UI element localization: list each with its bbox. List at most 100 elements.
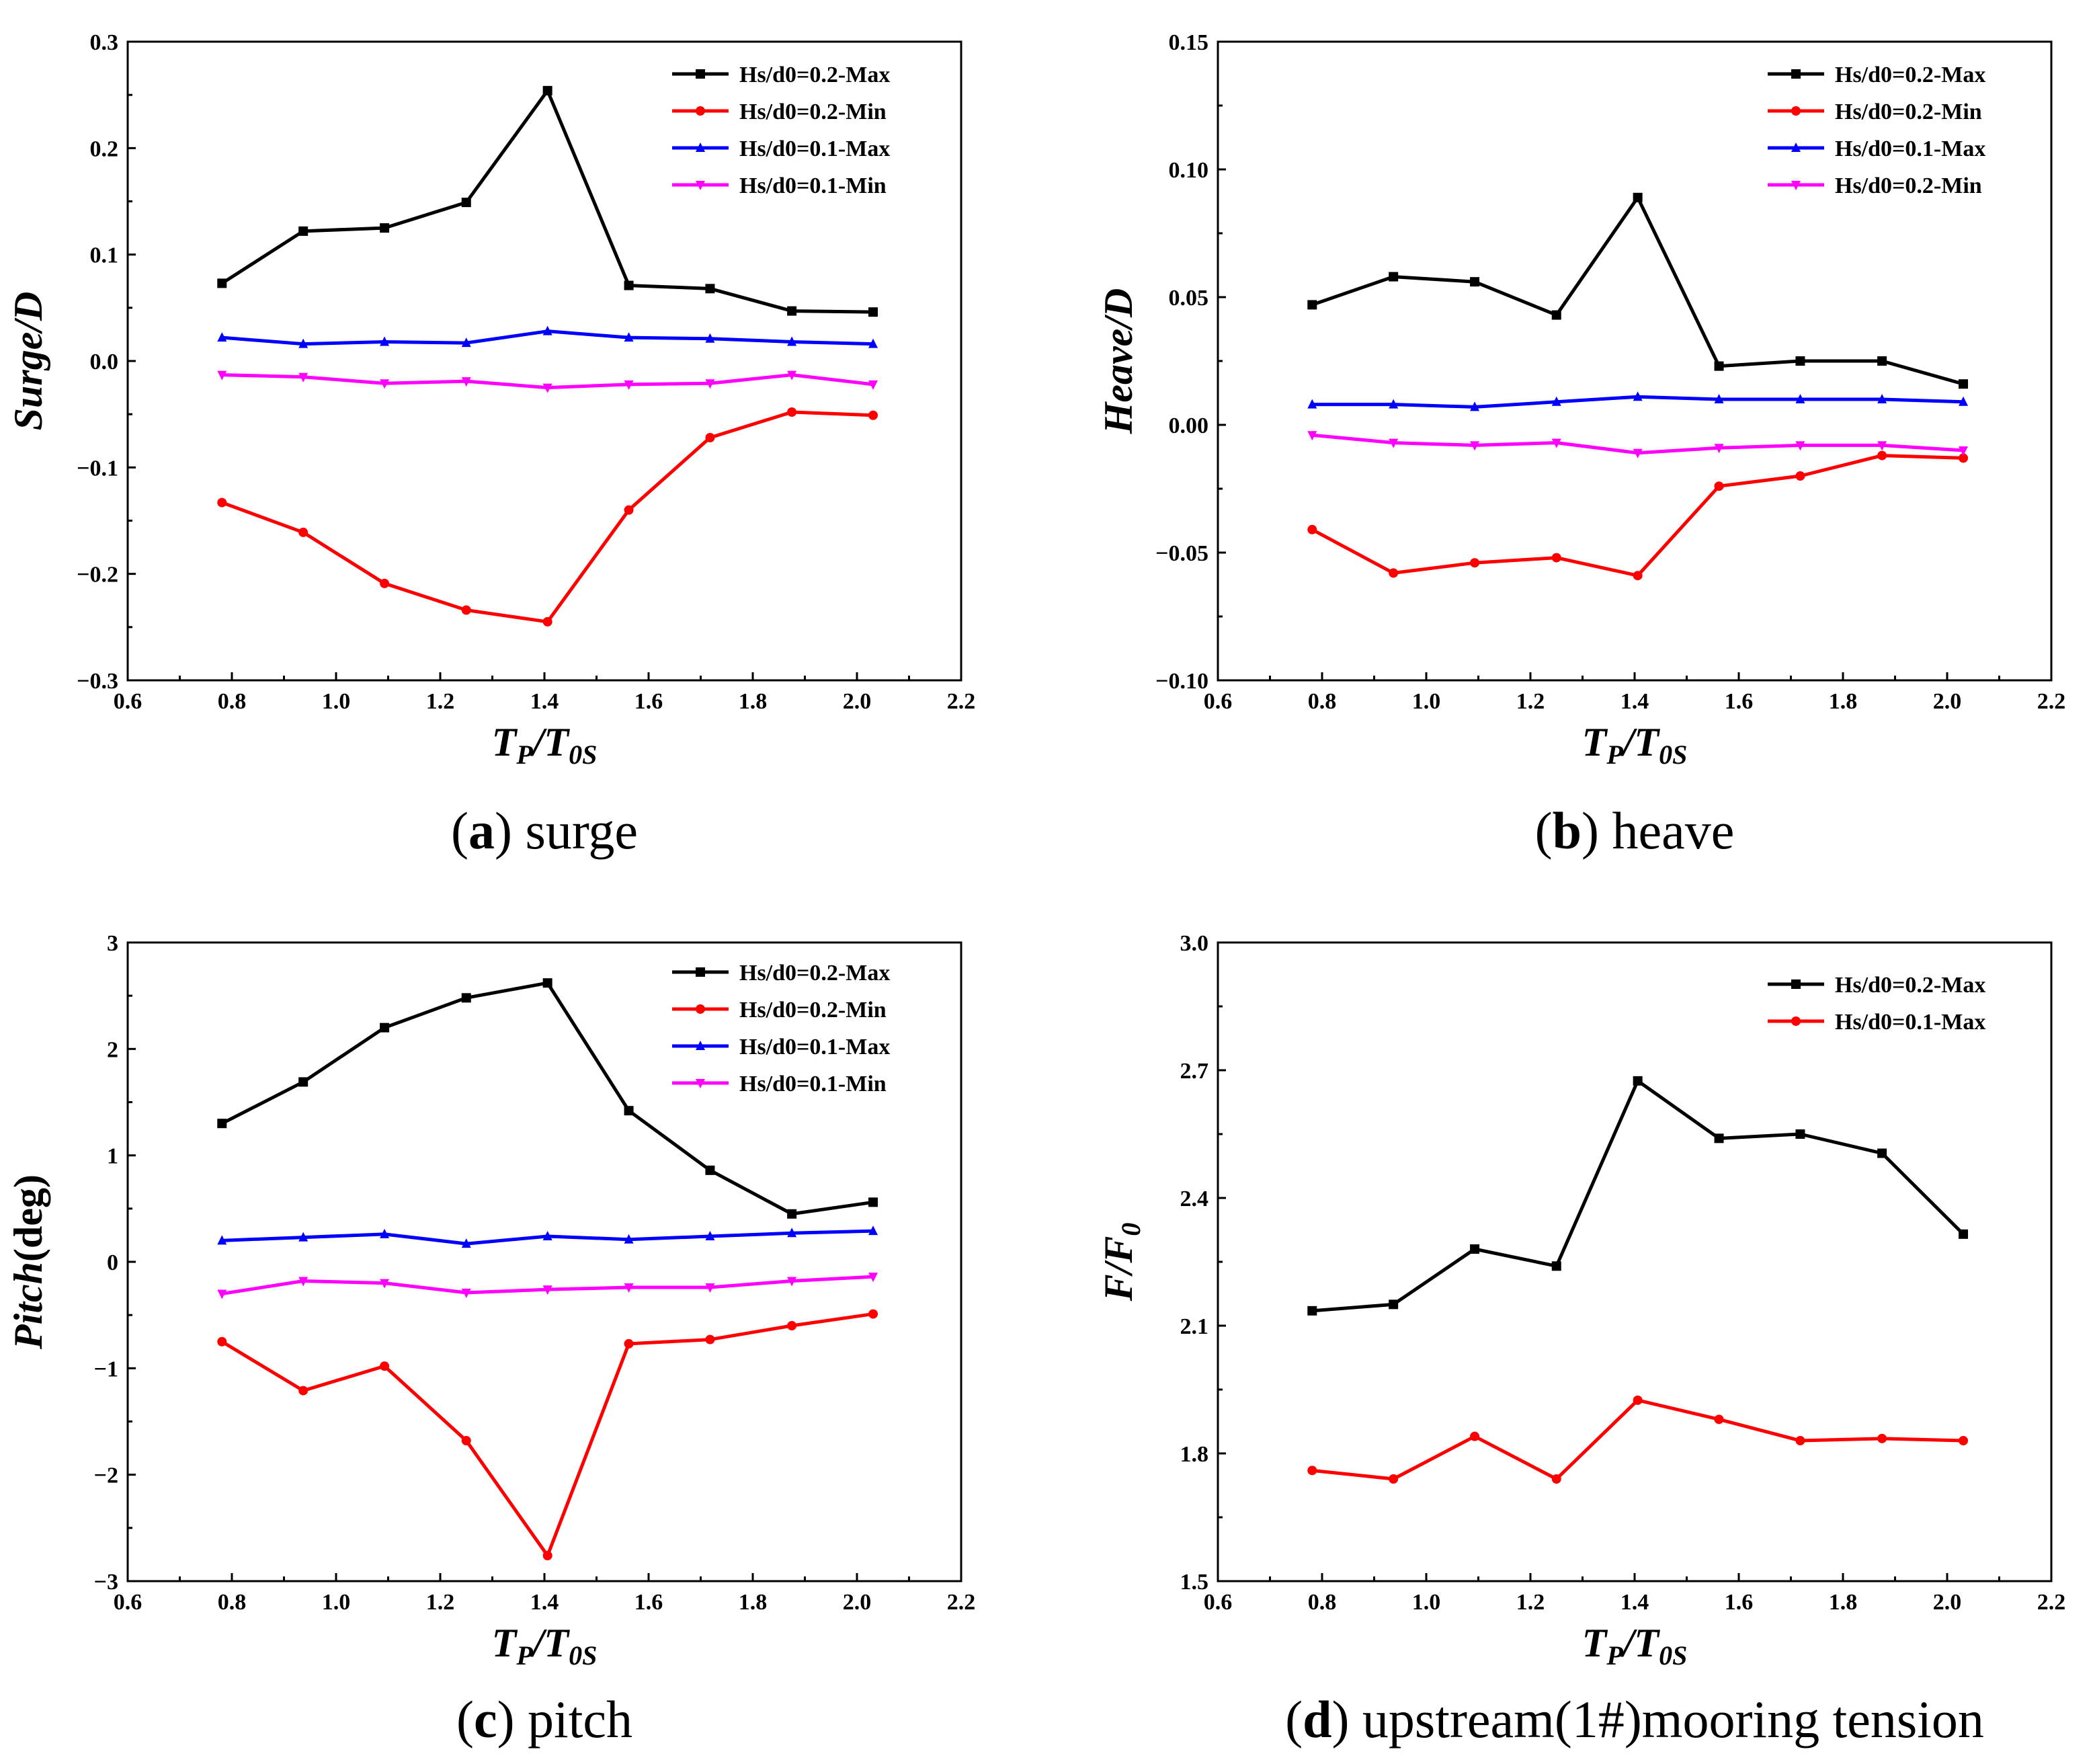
x-tick-label: 0.8	[218, 1590, 247, 1615]
y-tick-label: 2.4	[1180, 1187, 1209, 1211]
series-line	[1311, 454, 1964, 577]
data-point	[380, 1279, 390, 1289]
data-point	[1633, 391, 1643, 401]
data-point	[1551, 310, 1561, 320]
y-tick-label: 0	[107, 1250, 118, 1275]
legend-entry: Hs/d0=0.1-Max	[672, 1035, 890, 1059]
data-point	[298, 226, 309, 236]
data-point	[1470, 441, 1480, 451]
data-point	[298, 1077, 309, 1087]
data-point	[624, 1234, 634, 1244]
y-tick-label: 0.1	[90, 243, 119, 268]
data-point	[868, 338, 878, 348]
legend-marker	[696, 1041, 705, 1050]
data-point	[1389, 272, 1399, 282]
plot-frame	[1217, 941, 2053, 1582]
data-point	[1307, 524, 1317, 534]
series-3	[1307, 431, 1969, 458]
x-tick-label: 1.0	[322, 689, 351, 714]
x-tick-label: 1.2	[1516, 689, 1545, 714]
legend-label: Hs/d0=0.1-Min	[739, 173, 887, 198]
legend-label: Hs/d0=0.2-Min	[1835, 99, 1982, 124]
legend-label: Hs/d0=0.1-Max	[739, 136, 890, 161]
legend-entry: Hs/d0=0.1-Min	[672, 1072, 887, 1096]
data-point	[380, 223, 390, 233]
data-point	[705, 1231, 715, 1240]
y-tick-label: 0.00	[1169, 413, 1209, 438]
x-tick-label: 2.2	[2037, 689, 2066, 714]
chart-panel-b: 0.6 0.8 1.0 1.2 1.4 1.6 1.8 2.0 2.2 −0.10 −0.05 0.0…	[1096, 30, 2065, 860]
legend-marker	[1791, 181, 1801, 190]
data-point	[1470, 1431, 1480, 1441]
data-point	[705, 1283, 715, 1293]
x-tick-label: 2.0	[843, 689, 872, 714]
data-point	[1307, 1306, 1317, 1316]
data-point	[542, 616, 552, 627]
data-point	[461, 377, 471, 387]
panel-caption: (b) heave	[1535, 801, 1735, 860]
data-point	[1389, 1474, 1399, 1484]
data-point	[217, 332, 227, 342]
legend-marker	[696, 69, 705, 79]
data-point	[1714, 394, 1724, 403]
data-point	[1551, 438, 1561, 448]
y-tick-label: 3	[107, 931, 118, 956]
x-tick-label: 0.6	[114, 1590, 142, 1615]
x-tick-label: 2.2	[2037, 1590, 2066, 1615]
data-point	[380, 1361, 390, 1371]
legend-entry: Hs/d0=0.2-Max	[672, 961, 890, 986]
x-tick-label: 1.8	[739, 1590, 768, 1615]
y-tick-label: −0.3	[77, 669, 118, 694]
y-tick-label: 2.7	[1180, 1059, 1209, 1084]
legend-label: Hs/d0=0.1-Max	[1835, 1010, 1985, 1035]
legend-entry: Hs/d0=0.1-Max	[1768, 136, 1985, 161]
data-point	[1551, 553, 1561, 563]
chart-panel-a: 0.6 0.8 1.0 1.2 1.4 1.6 1.8 2.0 2.2 −0.3 −0.2 −0.1 0…	[6, 30, 975, 860]
data-point	[1795, 394, 1805, 403]
data-point	[1877, 1433, 1887, 1443]
data-point	[1551, 1474, 1561, 1484]
data-point	[380, 379, 390, 389]
panel-caption: (a) surge	[451, 801, 638, 860]
data-point	[787, 306, 797, 316]
data-point	[787, 1277, 797, 1287]
series-0	[217, 85, 878, 317]
data-point	[1877, 356, 1887, 366]
legend-entry: Hs/d0=0.2-Min	[1768, 99, 1982, 124]
series-line	[1312, 1398, 1964, 1481]
legend-marker	[1791, 1016, 1801, 1026]
legend-entry: Hs/d0=0.2-Max	[672, 63, 890, 87]
data-point	[542, 383, 552, 393]
series-0	[217, 978, 878, 1219]
data-point	[1959, 1229, 1969, 1239]
data-point	[1959, 1436, 1969, 1445]
data-point	[1877, 441, 1887, 451]
x-tick-label: 0.8	[218, 689, 247, 714]
data-point	[1307, 300, 1317, 310]
data-point	[1959, 379, 1969, 389]
data-point	[868, 307, 878, 317]
data-point	[624, 280, 634, 290]
data-point	[1714, 1133, 1724, 1144]
y-tick-label: −3	[94, 1570, 118, 1595]
series-2	[1307, 391, 1969, 411]
data-point	[461, 1288, 471, 1298]
data-point	[1633, 192, 1643, 202]
x-tick-label: 2.0	[843, 1590, 872, 1615]
y-axis-title: Surge/D	[6, 292, 50, 431]
x-tick-label: 1.4	[1620, 1590, 1649, 1615]
data-point	[217, 497, 227, 508]
data-point	[787, 1321, 797, 1330]
legend-label: Hs/d0=0.2-Max	[1835, 63, 1985, 87]
data-point	[1959, 446, 1969, 456]
data-point	[542, 1551, 552, 1560]
data-point	[624, 1283, 634, 1293]
legend-marker	[1791, 143, 1801, 152]
panel-caption: (d) upstream(1#)mooring tension	[1285, 1690, 1984, 1749]
data-point	[1633, 1076, 1643, 1086]
legend-entry: Hs/d0=0.1-Max	[1768, 1010, 1985, 1035]
data-point	[217, 1336, 227, 1347]
x-tick-label: 0.6	[1204, 1590, 1233, 1615]
data-point	[217, 1289, 227, 1299]
data-point	[542, 1285, 552, 1295]
